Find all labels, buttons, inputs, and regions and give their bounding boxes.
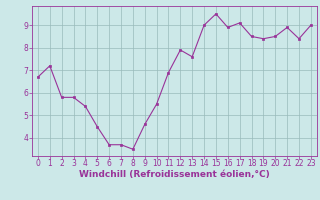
X-axis label: Windchill (Refroidissement éolien,°C): Windchill (Refroidissement éolien,°C)	[79, 170, 270, 179]
